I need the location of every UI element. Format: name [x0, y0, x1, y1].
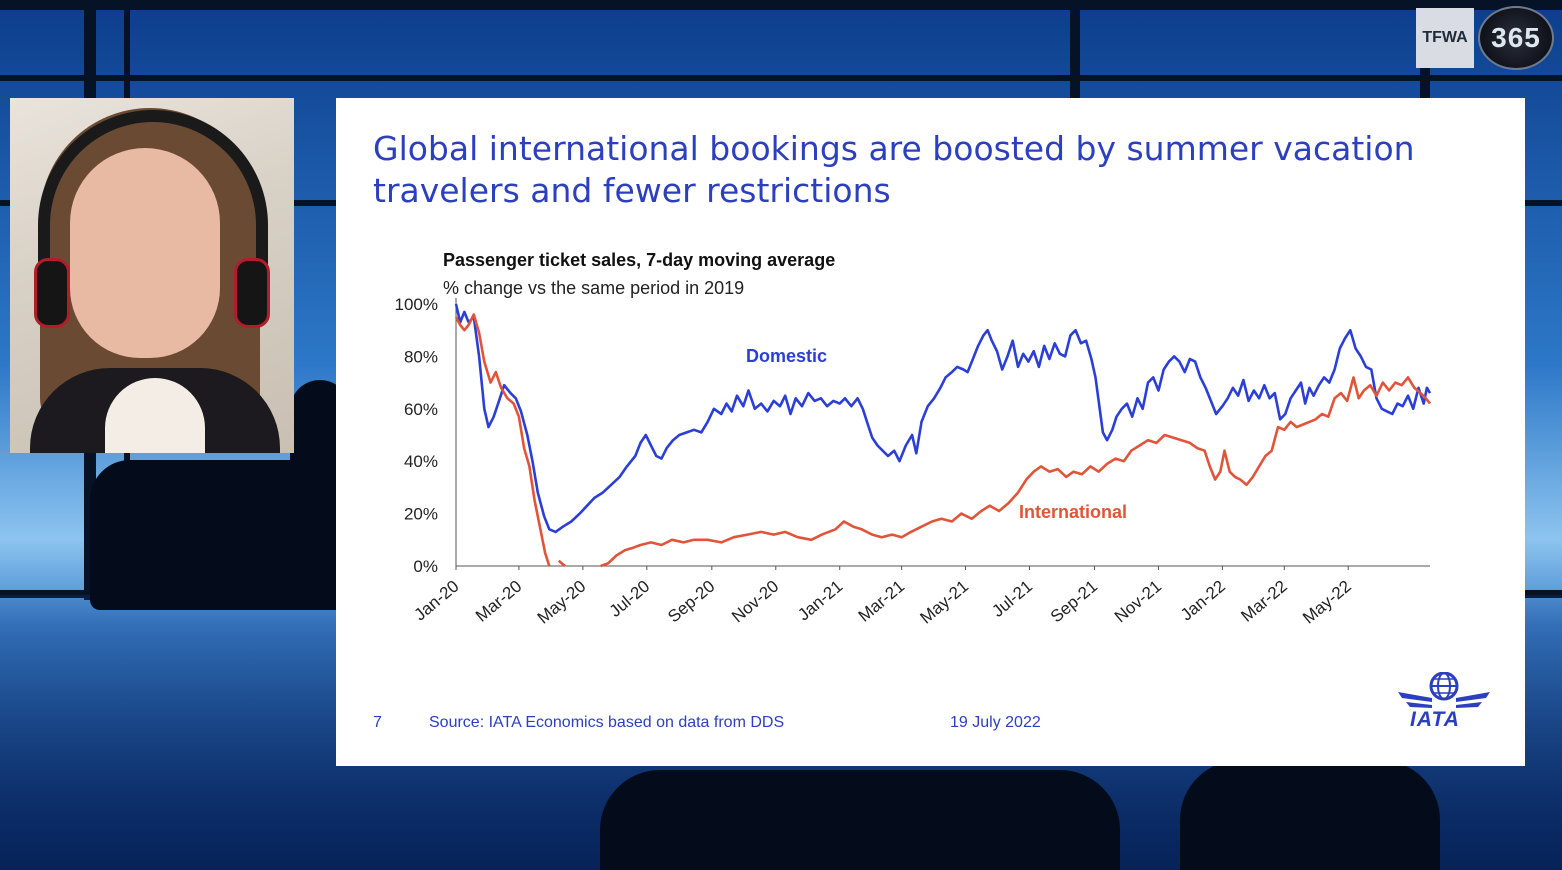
x-tick-label: Nov-20	[728, 577, 782, 627]
chart-title: Passenger ticket sales, 7-day moving ave…	[443, 250, 836, 270]
x-tick-label: Mar-22	[1237, 577, 1290, 626]
iata-wordmark: IATA	[1410, 708, 1460, 731]
chart-subtitle: % change vs the same period in 2019	[443, 278, 745, 298]
headset-earpiece-right	[234, 258, 270, 328]
y-tick-label: 80%	[404, 347, 438, 366]
window-frame	[1070, 0, 1080, 100]
speaker-video-feed	[10, 98, 294, 453]
slide-page-number: 7	[373, 714, 382, 731]
series-line-international	[454, 313, 551, 567]
series-line-domestic	[454, 303, 1432, 534]
x-tick-label: May-21	[916, 577, 972, 628]
x-tick-label: Jan-21	[794, 577, 846, 625]
series-label-domestic: Domestic	[746, 346, 827, 366]
y-tick-label: 100%	[395, 295, 438, 314]
x-tick-label: Mar-20	[472, 577, 525, 626]
y-tick-label: 0%	[413, 557, 438, 576]
traveler-silhouette	[1180, 760, 1440, 870]
series-line-international	[557, 559, 566, 568]
window-frame	[0, 0, 1562, 10]
headset-earpiece-left	[34, 258, 70, 328]
x-tick-label: Jul-20	[606, 577, 654, 621]
line-chart: 0% 20% 40% 60% 80% 100% Jan-20 Mar-20 May-20 Jul-…	[395, 295, 1432, 628]
window-frame	[0, 75, 1562, 81]
x-tick-label: Sep-20	[664, 577, 718, 627]
x-tick-label: Jan-22	[1177, 577, 1229, 625]
x-tick-label: Sep-21	[1047, 577, 1101, 627]
x-tick-label: May-20	[534, 577, 590, 628]
tfwa-logo-text: TFWA	[1422, 29, 1468, 46]
slide-title: Global international bookings are booste…	[373, 129, 1415, 210]
y-tick-label: 40%	[404, 452, 438, 471]
speaker-collar	[105, 378, 205, 453]
x-tick-label: Mar-21	[855, 577, 908, 626]
iata-globe-icon	[1398, 672, 1490, 708]
x-tick-label: Nov-21	[1111, 577, 1165, 627]
series-line-international	[600, 376, 1432, 568]
slide-date: 19 July 2022	[950, 714, 1041, 731]
traveler-silhouette	[600, 770, 1120, 870]
tfwa-logo: TFWA	[1416, 8, 1474, 68]
x-tick-label: Jan-20	[411, 577, 463, 625]
x-tick-label: Jul-21	[988, 577, 1036, 621]
slide-source: Source: IATA Economics based on data fro…	[429, 714, 785, 731]
presentation-slide: Global international bookings are booste…	[336, 98, 1525, 766]
365-badge-logo: 365	[1478, 6, 1554, 70]
x-tick-label: May-22	[1299, 577, 1355, 628]
365-badge-text: 365	[1491, 22, 1541, 53]
y-tick-label: 20%	[404, 505, 438, 524]
y-tick-label: 60%	[404, 400, 438, 419]
series-label-international: International	[1019, 502, 1127, 522]
